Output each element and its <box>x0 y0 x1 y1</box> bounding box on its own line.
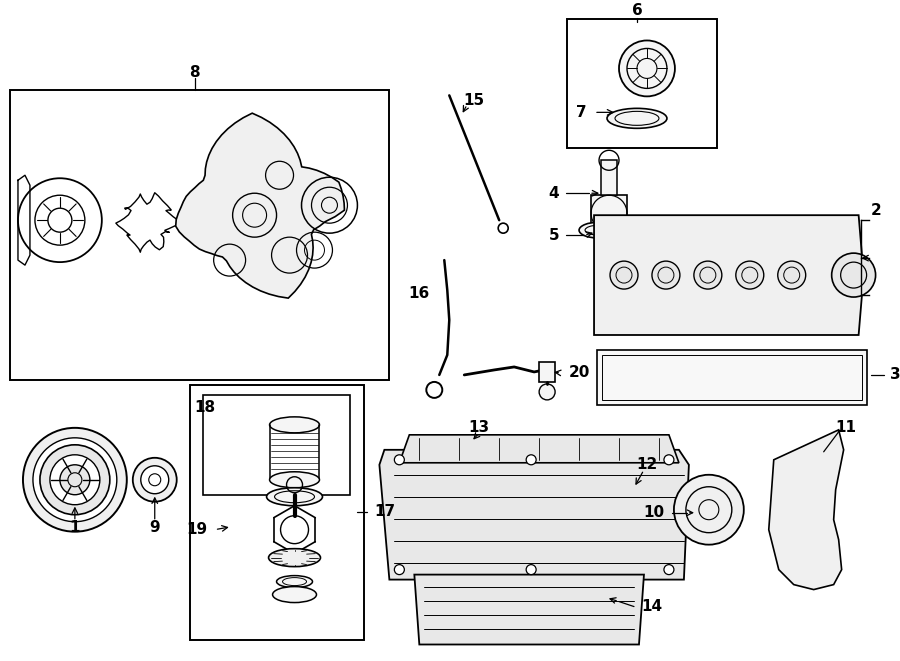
Bar <box>567 19 716 148</box>
Circle shape <box>832 253 876 297</box>
Text: 9: 9 <box>149 520 160 535</box>
Circle shape <box>664 455 674 465</box>
Bar <box>591 195 627 230</box>
Circle shape <box>60 465 90 494</box>
Text: 8: 8 <box>189 65 200 80</box>
Text: 18: 18 <box>194 401 215 415</box>
Ellipse shape <box>268 549 320 566</box>
Polygon shape <box>414 574 644 644</box>
Bar <box>10 91 390 380</box>
Circle shape <box>526 564 536 574</box>
Text: 3: 3 <box>889 368 900 383</box>
Circle shape <box>674 475 743 545</box>
Text: 6: 6 <box>632 3 643 18</box>
Text: 16: 16 <box>408 286 429 301</box>
Circle shape <box>539 384 555 400</box>
Text: 4: 4 <box>548 186 559 201</box>
Circle shape <box>526 455 536 465</box>
Ellipse shape <box>276 576 312 588</box>
Polygon shape <box>400 435 679 463</box>
Circle shape <box>50 455 100 505</box>
Circle shape <box>394 564 404 574</box>
Polygon shape <box>380 449 688 580</box>
Circle shape <box>664 564 674 574</box>
Text: 14: 14 <box>641 599 662 614</box>
Text: 2: 2 <box>871 203 882 217</box>
Ellipse shape <box>270 472 320 488</box>
Bar <box>601 160 617 195</box>
Circle shape <box>133 458 176 502</box>
Circle shape <box>394 455 404 465</box>
Text: 5: 5 <box>548 227 559 243</box>
Circle shape <box>736 261 764 289</box>
Text: 20: 20 <box>569 366 590 381</box>
Ellipse shape <box>270 417 320 433</box>
Circle shape <box>610 261 638 289</box>
Circle shape <box>694 261 722 289</box>
Bar <box>190 385 364 639</box>
Ellipse shape <box>607 108 667 128</box>
Text: 17: 17 <box>374 504 395 519</box>
Text: 1: 1 <box>69 520 80 535</box>
Circle shape <box>619 40 675 97</box>
Polygon shape <box>769 430 843 590</box>
Text: 19: 19 <box>186 522 208 537</box>
Text: 12: 12 <box>636 457 658 472</box>
Ellipse shape <box>266 488 322 506</box>
Circle shape <box>652 261 680 289</box>
Ellipse shape <box>579 222 619 238</box>
Circle shape <box>778 261 806 289</box>
Text: 15: 15 <box>464 93 485 108</box>
Text: 7: 7 <box>576 105 587 120</box>
Bar <box>202 395 350 494</box>
Bar <box>597 350 867 405</box>
Bar <box>539 362 555 382</box>
Text: 10: 10 <box>644 505 665 520</box>
Circle shape <box>23 428 127 531</box>
Circle shape <box>40 445 110 515</box>
Text: 13: 13 <box>469 420 490 436</box>
Text: 11: 11 <box>835 420 856 436</box>
Bar <box>602 355 861 400</box>
Polygon shape <box>176 113 345 298</box>
Circle shape <box>33 438 117 522</box>
Circle shape <box>140 466 168 494</box>
Polygon shape <box>594 215 864 335</box>
Ellipse shape <box>273 586 317 603</box>
